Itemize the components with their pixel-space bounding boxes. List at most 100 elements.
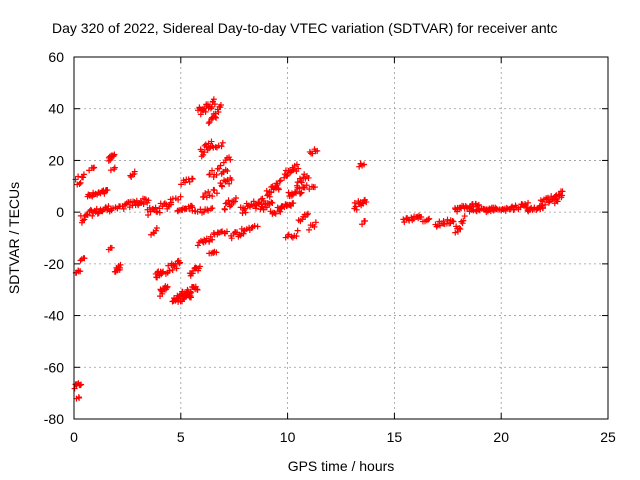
data-point xyxy=(216,165,223,172)
data-point xyxy=(80,171,87,178)
data-point xyxy=(159,290,166,297)
y-tick-label: 0 xyxy=(56,204,64,220)
data-point xyxy=(205,188,212,195)
data-point xyxy=(176,259,183,266)
data-point xyxy=(360,200,367,207)
data-point xyxy=(208,103,215,110)
data-point xyxy=(298,189,305,196)
data-point xyxy=(224,167,231,174)
data-point xyxy=(509,203,516,210)
axis-ticks: 0 5 10 15 20 25 -80 -60 -40 -20 0 20 40 60 xyxy=(44,49,616,445)
data-point xyxy=(210,96,217,103)
data-point xyxy=(401,219,408,226)
y-tick-label: -20 xyxy=(44,256,64,272)
x-tick-label: 10 xyxy=(280,429,296,445)
data-point xyxy=(293,233,300,240)
data-point xyxy=(145,197,152,204)
data-point xyxy=(418,214,425,221)
data-point xyxy=(491,205,498,212)
data-point xyxy=(153,225,160,232)
data-point xyxy=(221,206,228,213)
data-point xyxy=(276,178,283,185)
x-tick-label: 15 xyxy=(387,429,403,445)
data-point xyxy=(187,289,194,296)
data-point xyxy=(200,151,207,158)
x-tick-label: 5 xyxy=(177,429,185,445)
data-point xyxy=(215,142,222,149)
data-point xyxy=(433,223,440,230)
data-point xyxy=(293,188,300,195)
data-point xyxy=(271,209,278,216)
data-point xyxy=(217,162,224,169)
data-point xyxy=(242,209,249,216)
y-tick-label: -40 xyxy=(44,308,64,324)
y-tick-label: 60 xyxy=(48,49,64,65)
data-point xyxy=(285,189,292,196)
data-point xyxy=(77,179,84,186)
data-point xyxy=(309,150,316,157)
data-point xyxy=(362,217,369,224)
data-point xyxy=(178,181,185,188)
data-point xyxy=(152,204,159,211)
data-point xyxy=(78,381,85,388)
data-point xyxy=(194,286,201,293)
y-axis-label: SDTVAR / TECUs xyxy=(6,182,22,294)
data-point xyxy=(177,193,184,200)
data-point xyxy=(311,223,318,230)
data-point xyxy=(186,178,193,185)
data-point xyxy=(277,177,284,184)
data-point xyxy=(400,216,407,223)
data-point xyxy=(266,193,273,200)
data-point xyxy=(440,218,447,225)
data-point xyxy=(352,203,359,210)
data-point xyxy=(76,181,83,188)
data-point xyxy=(200,209,207,215)
data-point xyxy=(314,147,321,154)
y-tick-label: 20 xyxy=(48,152,64,168)
data-point xyxy=(474,202,481,209)
data-point xyxy=(75,173,82,180)
data-point xyxy=(202,108,209,115)
data-point xyxy=(182,179,189,186)
data-point xyxy=(71,385,78,392)
data-point xyxy=(554,198,561,205)
data-point xyxy=(522,200,529,207)
data-point xyxy=(305,174,312,181)
data-point xyxy=(228,235,235,242)
data-point xyxy=(312,184,319,191)
data-point xyxy=(110,152,117,159)
data-point xyxy=(131,168,138,175)
data-point xyxy=(457,226,464,233)
data-point xyxy=(295,165,302,172)
data-point xyxy=(268,199,275,206)
data-point xyxy=(211,113,218,120)
data-point xyxy=(251,222,258,229)
chart-title: Day 320 of 2022, Sidereal Day-to-day VTE… xyxy=(52,20,558,36)
data-point xyxy=(213,190,220,197)
data-point xyxy=(351,199,358,206)
x-tick-label: 0 xyxy=(70,429,78,445)
data-point xyxy=(209,167,216,174)
data-point xyxy=(452,229,459,236)
data-point xyxy=(353,206,360,213)
data-point xyxy=(263,204,270,211)
data-point xyxy=(80,174,87,181)
data-point xyxy=(152,227,159,234)
data-point xyxy=(294,227,301,234)
data-point xyxy=(248,224,255,231)
data-point xyxy=(194,242,201,249)
data-point xyxy=(120,205,127,212)
data-point xyxy=(211,187,218,194)
data-point xyxy=(232,194,239,201)
data-point xyxy=(258,203,265,210)
data-point xyxy=(272,210,279,217)
data-point xyxy=(456,225,463,232)
data-point xyxy=(207,233,214,240)
data-point xyxy=(174,208,181,215)
data-point xyxy=(156,209,163,216)
data-point xyxy=(163,284,170,291)
data-point xyxy=(209,236,216,243)
data-point xyxy=(173,265,180,272)
data-point xyxy=(196,263,203,270)
data-point xyxy=(77,257,84,264)
